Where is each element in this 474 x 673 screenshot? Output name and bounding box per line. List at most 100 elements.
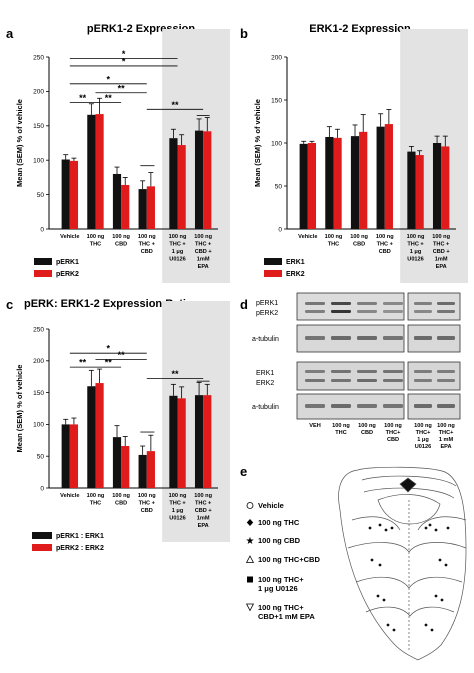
blot-box-perk-left — [296, 292, 405, 321]
blot-band-3-2 — [357, 370, 377, 373]
chart-b-bar-1-5 — [441, 146, 450, 229]
legend-c-swatch-2 — [32, 544, 52, 551]
chart-a-xlabel-1: 100 ng THC — [87, 234, 105, 248]
legend-a-label-2: pERK2 — [56, 271, 79, 278]
legend-c: pERK1 : ERK1 pERK2 : ERK2 — [32, 532, 104, 552]
blot-band-4-2 — [357, 379, 377, 382]
blot-x-label-1: 100 ng THC — [332, 423, 350, 436]
chart-b-bar-0-3 — [376, 126, 385, 229]
blot-label-perk1: pERK1 — [256, 300, 278, 307]
chart-a-xlabel-5: 100 ng THC + CBD +1mM EPA — [194, 234, 212, 270]
panel-c-title: pERK: ERK1-2 Expression Ratio — [24, 298, 193, 310]
legend-c-label-1: pERK1 : ERK1 — [56, 533, 104, 540]
blot-band-4-0 — [305, 379, 325, 382]
chart-c-xlabel-3: 100 ng THC + CBD — [138, 493, 156, 514]
blot-band-1-3 — [383, 310, 403, 313]
chart-b-xlabel-3: 100 ng THC + CBD — [376, 234, 394, 255]
brain-section-diagram — [338, 466, 467, 661]
chart-c-bar-0-0 — [61, 424, 70, 488]
blot-band-1-5 — [437, 310, 455, 313]
blot-band-5-3 — [383, 404, 403, 408]
blot-band-5-2 — [357, 404, 377, 408]
blot-band-0-5 — [437, 302, 455, 305]
chart-b-bar-1-0 — [307, 143, 317, 229]
blot-band-4-1 — [331, 379, 351, 382]
brain-marker-12 — [434, 594, 438, 598]
western-blot: pERK1 pERK2 a-tubulin ERK1 ERK2 a-tubuli… — [252, 292, 461, 450]
chart-b-ytick-label-2: 100 — [271, 140, 282, 147]
chart-a-bar-0-0 — [61, 159, 70, 229]
blot-x-label-2: 100 ng CBD — [358, 423, 376, 436]
brain-marker-8 — [438, 558, 442, 562]
blot-band-3-3 — [383, 370, 403, 373]
blot-label-tubulin-2: a-tubulin — [252, 404, 279, 411]
blot-band-2-2 — [357, 336, 377, 340]
brain-marker-11 — [382, 598, 386, 602]
brain-marker-14 — [386, 623, 390, 627]
blot-x-label-3: 100 ng THC+ CBD — [384, 423, 402, 443]
brain-outline — [338, 466, 467, 661]
chart-b-ytick-label-1: 50 — [275, 183, 283, 190]
chart-b-xlabel-0: Vehicle — [298, 234, 317, 240]
chart-c-sig-label-3: ** — [105, 358, 113, 368]
panel-c-letter: c — [6, 297, 13, 312]
brain-marker-5 — [424, 526, 428, 530]
chart-a-bar-1-3 — [146, 186, 155, 229]
brain-marker-15 — [392, 628, 396, 632]
chart-a-ytick-label-4: 200 — [33, 89, 44, 96]
chart-a-ytick-label-5: 250 — [33, 54, 44, 61]
brain-marker-13 — [440, 598, 444, 602]
chart-a-sig-label-1: * — [122, 56, 126, 66]
chart-c-bar-1-4 — [177, 398, 186, 488]
chart-b-bar-1-4 — [415, 155, 424, 229]
blot-band-0-4 — [414, 302, 432, 305]
chart-a-ylabel: Mean (SEM) % of vehicle — [15, 99, 24, 187]
blot-band-2-3 — [383, 336, 403, 340]
legend-a-swatch-1 — [34, 258, 52, 265]
chart-b-bar-1-2 — [359, 131, 368, 229]
blot-band-1-2 — [357, 310, 377, 313]
chart-a-bar-0-2 — [112, 173, 122, 229]
chart-b-xlabel-2: 100 ng CBD — [350, 234, 368, 248]
chart-a-bar-0-1 — [87, 114, 96, 229]
chart-c-ytick-label-4: 200 — [33, 358, 44, 365]
brain-marker-6 — [370, 558, 374, 562]
blot-band-4-5 — [437, 379, 455, 382]
panel-b-title: ERK1-2 Expression — [309, 23, 411, 35]
panel-e-legend-label-3: 100 ng THC+CBD — [258, 555, 320, 564]
brain-section-line-3 — [347, 542, 467, 553]
blot-band-2-4 — [414, 336, 432, 340]
chart-c-sig-label-1: ** — [118, 350, 126, 360]
blot-box-perk-right — [407, 292, 461, 321]
chart-c-sig-label-0: * — [107, 344, 111, 354]
chart-c-bar-1-3 — [146, 451, 155, 488]
blot-x-label-4: 100 ng THC+ 1 μg U0126 — [414, 423, 432, 450]
chart-c-ytick-label-1: 50 — [37, 454, 45, 461]
chart-c-bar-1-2 — [121, 446, 130, 488]
chart-a-bar-1-5 — [203, 131, 212, 229]
panel-e-legend-label-5: 100 ng THC+ CBD+1 mM EPA — [258, 603, 315, 621]
chart-b-bar-1-3 — [384, 124, 393, 229]
chart-a-sig-label-2: * — [107, 74, 111, 84]
chart-c-ytick-label-0: 0 — [40, 485, 44, 492]
circle-open-icon — [246, 502, 254, 509]
brain-ventricle-region — [377, 494, 441, 525]
chart-b-bar-0-5 — [432, 143, 442, 229]
blot-band-3-1 — [331, 370, 351, 373]
chart-a-ytick-label-1: 50 — [37, 192, 45, 199]
brain-marker-1 — [384, 528, 388, 532]
chart-c-bar-1-1 — [95, 383, 104, 488]
blot-band-5-5 — [437, 404, 455, 408]
chart-b-ytick-label-4: 200 — [271, 54, 282, 61]
blot-x-label-5: 100 ng THC+ 1 mM EPA — [437, 423, 455, 450]
blot-band-0-2 — [357, 302, 377, 305]
blot-band-3-4 — [414, 370, 432, 373]
brain-injection-site — [399, 477, 417, 493]
chart-a: 0 50 100 150 200 250 Mean (SEM) % of vehicle Ve… — [15, 29, 230, 283]
panel-b-letter: b — [240, 26, 248, 41]
chart-b-xlabel-5: 100 ng THC + CBD +1mM EPA — [432, 234, 450, 270]
chart-a-sig-label-6: ** — [171, 100, 179, 110]
triangle-open-icon — [245, 555, 255, 563]
chart-a-bar-0-3 — [138, 189, 147, 229]
legend-b-swatch-2 — [264, 270, 282, 277]
